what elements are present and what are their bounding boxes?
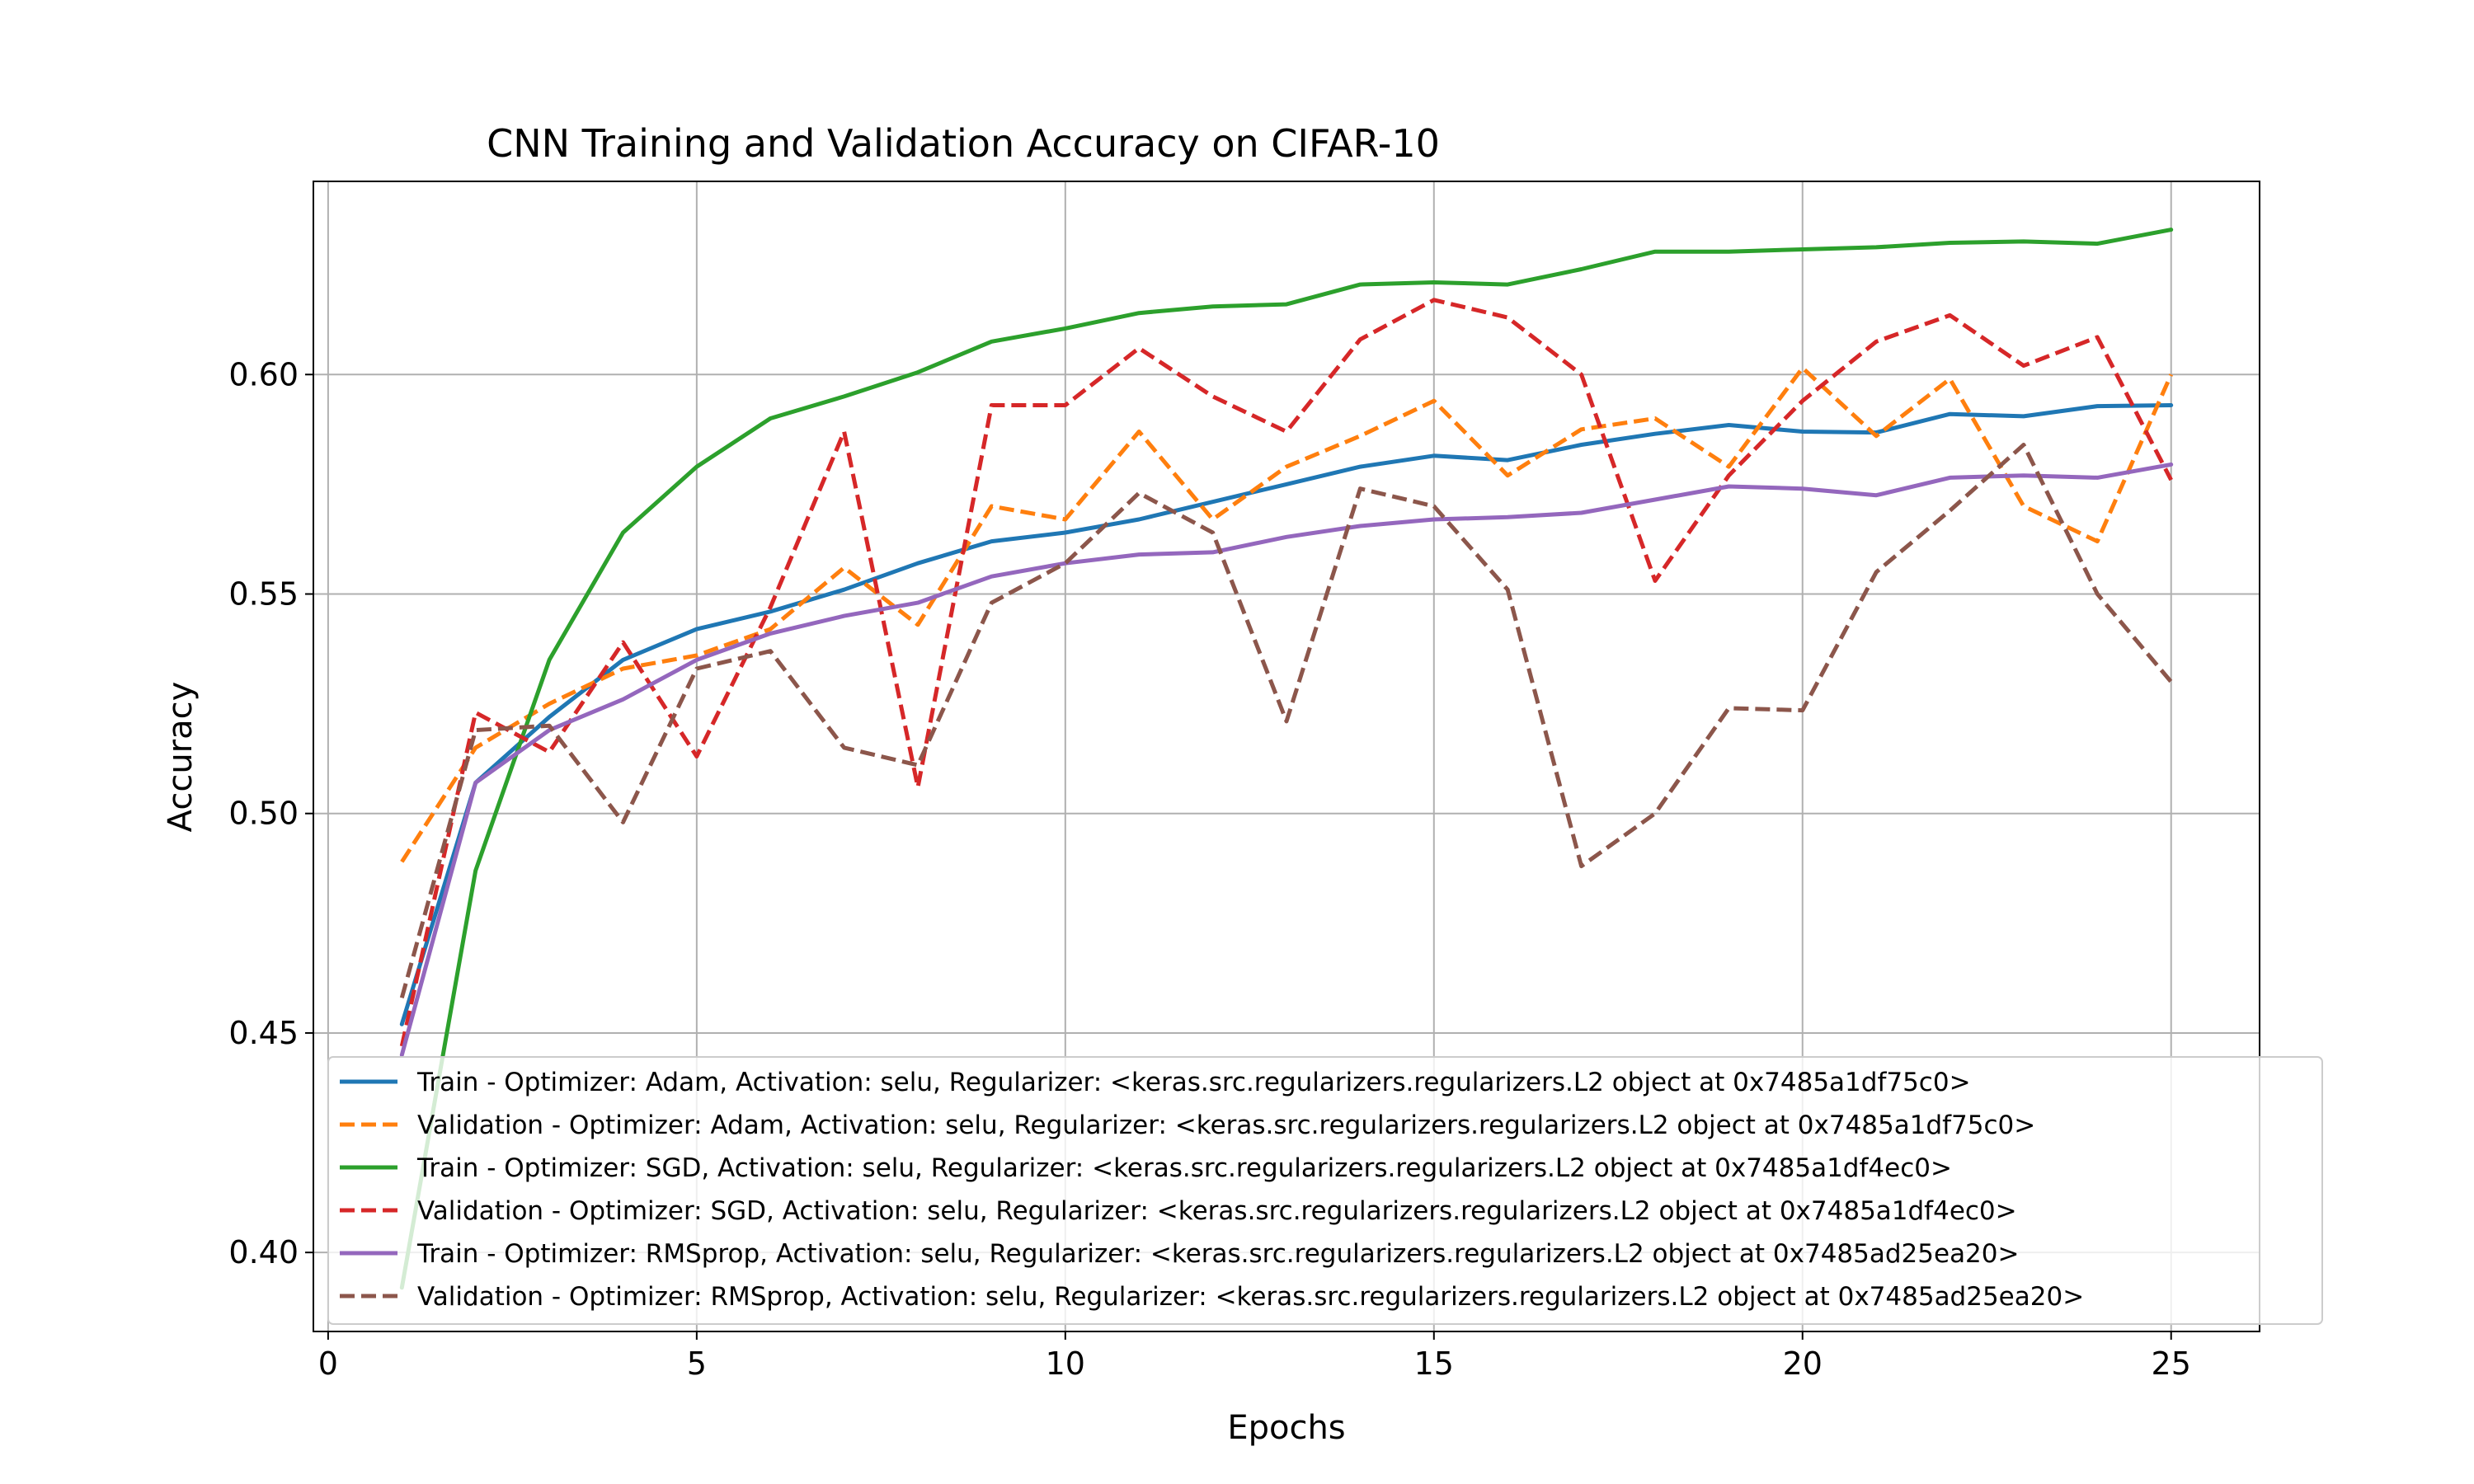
plot-frame <box>313 181 2260 1332</box>
series-line-5 <box>399 462 2174 1058</box>
y-tick-label: 0.45 <box>228 1015 299 1051</box>
series-line-6 <box>399 443 2173 998</box>
series-line-1 <box>399 403 2174 1026</box>
x-tick-label: 20 <box>1783 1345 1823 1382</box>
series-lines <box>399 228 2174 1290</box>
y-tick-label: 0.40 <box>228 1234 299 1270</box>
x-tick-label: 5 <box>687 1345 707 1382</box>
legend-label: Validation - Optimizer: SGD, Activation:… <box>417 1196 2017 1226</box>
series-line-3 <box>399 228 2174 1290</box>
legend: Train - Optimizer: Adam, Activation: sel… <box>327 1056 2323 1325</box>
chart-title: CNN Training and Validation Accuracy on … <box>487 121 1440 166</box>
x-tick-label: 25 <box>2152 1345 2191 1382</box>
legend-label: Validation - Optimizer: RMSprop, Activat… <box>417 1282 2084 1312</box>
legend-label: Train - Optimizer: RMSprop, Activation: … <box>416 1239 2019 1269</box>
legend-label: Train - Optimizer: SGD, Activation: selu… <box>416 1153 1952 1183</box>
axis-ticks: 0 5 10 15 20 25 0.40 0.45 0.50 0.55 0.60 <box>228 356 2191 1382</box>
x-tick-label: 10 <box>1046 1345 1085 1382</box>
x-tick-label: 0 <box>318 1345 338 1382</box>
x-axis-label: Epochs <box>1227 1409 1345 1447</box>
series-line-4 <box>399 298 2173 1047</box>
y-axis-label: Accuracy <box>162 682 200 833</box>
series-line-2 <box>400 365 2173 863</box>
y-tick-label: 0.55 <box>228 575 299 612</box>
y-tick-label: 0.50 <box>228 796 299 832</box>
legend-label: Validation - Optimizer: Adam, Activation… <box>417 1111 2035 1140</box>
legend-label: Train - Optimizer: Adam, Activation: sel… <box>416 1068 1971 1097</box>
x-tick-label: 15 <box>1414 1345 1454 1382</box>
y-tick-label: 0.60 <box>228 356 299 392</box>
legend-box <box>327 1056 2323 1325</box>
